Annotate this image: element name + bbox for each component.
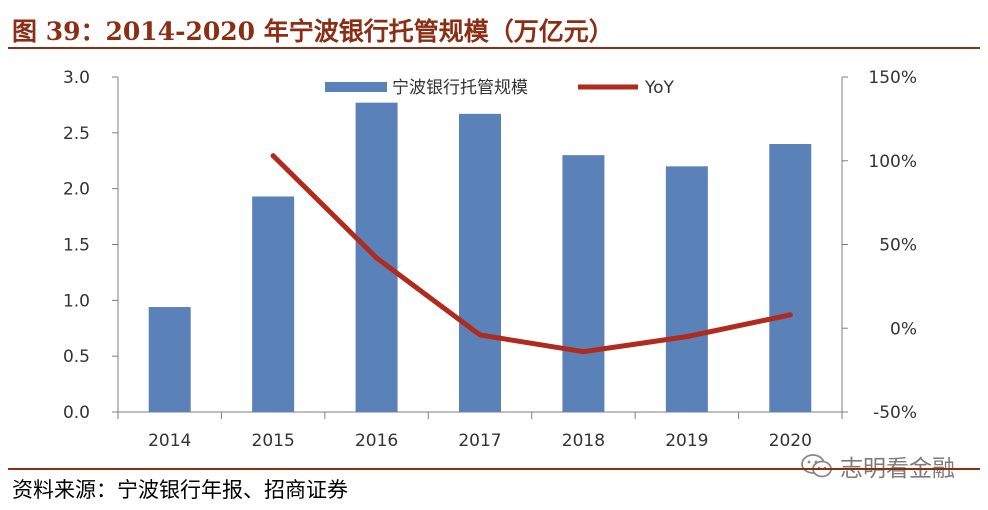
combo-chart: 0.0 0.5 1.0 1.5 2.0 2.5 3.0 -50% 0% 50% 100% 150% 20… (63, 68, 917, 451)
x-tick-label: 2018 (562, 431, 605, 451)
yoy-line (270, 153, 793, 355)
chart-area: 0.0 0.5 1.0 1.5 2.0 2.5 3.0 -50% 0% 50% 100% 150% 20… (0, 50, 988, 460)
bar-2019 (665, 166, 708, 412)
line-series (270, 153, 793, 355)
bar-2020 (769, 144, 812, 412)
yoy-point-2016 (374, 255, 380, 261)
bar-2014 (148, 307, 191, 412)
y-left-tick-label: 1.5 (63, 236, 90, 256)
figure-title: 图 39：2014-2020 年宁波银行托管规模（万亿元） (12, 17, 614, 46)
wechat-icon (801, 454, 832, 478)
y-right-tick-label: 150% (868, 68, 917, 88)
y-left-tick-label: 2.0 (63, 180, 90, 200)
watermark-text: 志明看金融 (840, 456, 955, 482)
x-tick-label: 2014 (148, 431, 191, 451)
legend-label-bar: 宁波银行托管规模 (392, 78, 528, 98)
bar-2017 (459, 113, 501, 412)
y-left-tick-label: 3.0 (63, 68, 90, 88)
y-right-tick-label: -50% (873, 403, 917, 423)
y-right-tick-label: 100% (868, 152, 917, 172)
y-right-tick-label: 0% (890, 319, 917, 339)
legend-swatch-bar (325, 82, 387, 92)
yoy-point-2020 (787, 312, 793, 318)
legend-label-line: YoY (644, 78, 675, 98)
y-left-tick-label: 0.5 (63, 347, 90, 367)
x-tick-label: 2017 (458, 431, 501, 451)
chart-axes: 0.0 0.5 1.0 1.5 2.0 2.5 3.0 -50% 0% 50% 100% 150% 20… (63, 68, 917, 451)
watermark: 志明看金融 (800, 450, 955, 482)
yoy-point-2018 (580, 349, 586, 355)
bar-2018 (562, 155, 605, 412)
x-tick-label: 2019 (665, 431, 708, 451)
yoy-point-2017 (477, 332, 483, 338)
x-tick-label: 2015 (252, 431, 295, 451)
source-note: 资料来源：宁波银行年报、招商证券 (12, 478, 348, 502)
yoy-point-2015 (270, 153, 276, 159)
source-divider (8, 468, 980, 470)
chart-legend: 宁波银行托管规模 YoY (325, 78, 675, 98)
x-tick-label: 2020 (769, 431, 812, 451)
title-bar: 图 39：2014-2020 年宁波银行托管规模（万亿元） (0, 0, 988, 49)
y-left-tick-label: 2.5 (63, 124, 90, 144)
y-left-tick-label: 1.0 (63, 291, 90, 311)
y-left-tick-label: 0.0 (63, 403, 90, 423)
x-tick-label: 2016 (355, 431, 398, 451)
bar-2015 (252, 196, 295, 412)
yoy-point-2019 (684, 334, 690, 340)
bar-series (148, 102, 812, 412)
y-right-tick-label: 50% (879, 236, 917, 256)
title-divider (8, 47, 980, 49)
